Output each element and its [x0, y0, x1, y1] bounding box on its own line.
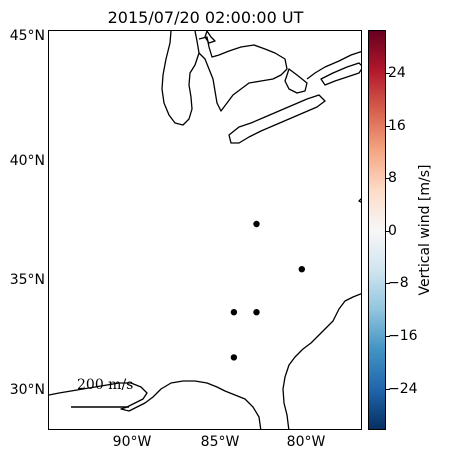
- scale-arrow-label: 200 m/s: [77, 377, 134, 393]
- gulf-coast: [49, 380, 262, 429]
- map-canvas: [49, 31, 361, 429]
- colorbar-tick-mark: [386, 178, 390, 179]
- colorbar-tick-label: −8: [388, 275, 409, 291]
- station-marker: [230, 309, 238, 316]
- colorbar-tick-label: 8: [388, 170, 397, 186]
- lake-michigan: [161, 31, 200, 126]
- colorbar: [368, 30, 386, 430]
- colorbar-tick-label: 16: [388, 118, 406, 134]
- coastlines: [49, 31, 361, 429]
- lake-superior: [204, 31, 216, 44]
- station-marker: [298, 266, 305, 273]
- lat-label-40n: 40°N: [9, 153, 45, 169]
- colorbar-tick-label: 24: [388, 65, 406, 81]
- colorbar-tick-mark: [386, 73, 390, 74]
- colorbar-tick-mark: [386, 231, 390, 232]
- lat-label-35n: 35°N: [9, 272, 45, 288]
- atlantic-coast-south: [282, 293, 361, 429]
- colorbar-tick-label: −24: [388, 381, 418, 397]
- colorbar-tick-mark: [386, 126, 390, 127]
- map-panel: [48, 30, 362, 430]
- colorbar-tick-mark: [386, 389, 390, 390]
- georgian-bay: [284, 68, 308, 94]
- plot-title: 2015/07/20 02:00:00 UT: [107, 8, 304, 27]
- station-marker: [230, 354, 238, 361]
- lon-label-80w: 80°W: [286, 434, 326, 450]
- lat-label-30n: 30°N: [9, 382, 45, 398]
- colorbar-tick-mark: [386, 336, 390, 337]
- station-marker: [253, 220, 260, 228]
- colorbar-tick-label: −16: [388, 328, 418, 344]
- station-marker: [253, 309, 260, 316]
- atlantic-coast: [358, 198, 361, 203]
- colorbar-tick-mark: [386, 283, 390, 284]
- lake-erie: [228, 94, 326, 144]
- lon-label-90w: 90°W: [112, 434, 152, 450]
- station-markers: [230, 220, 305, 361]
- lake-huron: [198, 36, 288, 112]
- lat-label-45n: 45°N: [9, 28, 45, 44]
- colorbar-tick-label: 0: [388, 223, 397, 239]
- lake-ontario: [320, 62, 361, 86]
- canada-shore: [306, 50, 361, 80]
- lon-label-85w: 85°W: [200, 434, 240, 450]
- colorbar-label: Vertical wind [m/s]: [417, 164, 433, 296]
